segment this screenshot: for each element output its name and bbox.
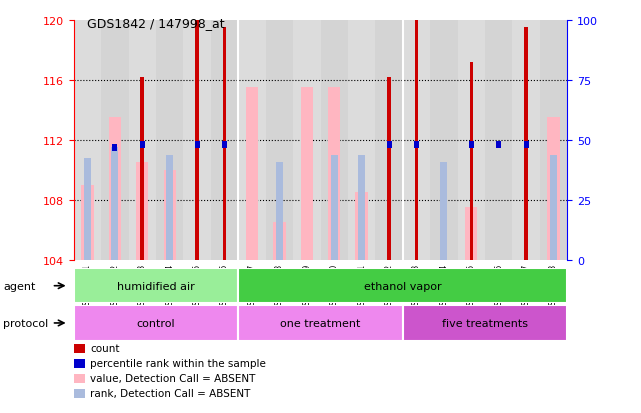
Bar — [74, 21, 101, 260]
Bar — [547, 118, 560, 260]
Bar — [246, 88, 258, 260]
Text: percentile rank within the sample: percentile rank within the sample — [90, 358, 266, 368]
Bar — [358, 155, 365, 260]
Bar — [222, 28, 226, 260]
Bar — [414, 142, 419, 148]
Bar — [74, 306, 238, 341]
Text: humidified air: humidified air — [117, 281, 195, 291]
Bar — [136, 163, 149, 260]
Bar — [293, 21, 320, 260]
Bar — [403, 306, 567, 341]
Bar — [140, 78, 144, 260]
Text: agent: agent — [3, 281, 36, 291]
Bar — [195, 142, 199, 148]
Bar — [112, 148, 119, 260]
Bar — [430, 21, 458, 260]
Bar — [163, 170, 176, 260]
Text: GDS1842 / 147998_at: GDS1842 / 147998_at — [87, 17, 224, 29]
Bar — [376, 21, 403, 260]
Bar — [458, 21, 485, 260]
Bar — [512, 21, 540, 260]
Bar — [112, 145, 117, 151]
Bar — [540, 21, 567, 260]
Bar — [222, 142, 227, 148]
Bar — [140, 142, 145, 148]
Bar — [109, 118, 121, 260]
Bar — [74, 268, 238, 304]
Bar — [238, 21, 265, 260]
Text: one treatment: one treatment — [280, 318, 361, 328]
Bar — [469, 142, 474, 148]
Bar — [485, 21, 512, 260]
Bar — [273, 223, 285, 260]
Bar — [129, 21, 156, 260]
Bar — [331, 155, 338, 260]
Bar — [101, 21, 129, 260]
Bar — [328, 88, 340, 260]
Bar — [356, 193, 368, 260]
Bar — [387, 78, 391, 260]
Bar — [348, 21, 376, 260]
Bar — [403, 21, 430, 260]
Text: count: count — [90, 344, 120, 354]
Text: five treatments: five treatments — [442, 318, 528, 328]
Text: ethanol vapor: ethanol vapor — [364, 281, 442, 291]
Bar — [276, 163, 283, 260]
Bar — [156, 21, 183, 260]
Bar — [465, 208, 478, 260]
Bar — [265, 21, 293, 260]
Text: rank, Detection Call = ABSENT: rank, Detection Call = ABSENT — [90, 388, 251, 398]
Bar — [196, 21, 199, 260]
Bar — [496, 142, 501, 148]
Bar — [238, 268, 567, 304]
Bar — [238, 306, 403, 341]
Bar — [320, 21, 348, 260]
Bar — [415, 21, 419, 260]
Bar — [469, 62, 473, 260]
Text: control: control — [137, 318, 175, 328]
Bar — [524, 28, 528, 260]
Bar — [440, 163, 447, 260]
Bar — [166, 155, 173, 260]
Bar — [211, 21, 238, 260]
Text: value, Detection Call = ABSENT: value, Detection Call = ABSENT — [90, 373, 256, 383]
Bar — [84, 158, 91, 260]
Text: protocol: protocol — [3, 318, 49, 328]
Bar — [301, 88, 313, 260]
Bar — [81, 185, 94, 260]
Bar — [387, 142, 392, 148]
Bar — [183, 21, 211, 260]
Bar — [524, 142, 529, 148]
Bar — [550, 155, 557, 260]
